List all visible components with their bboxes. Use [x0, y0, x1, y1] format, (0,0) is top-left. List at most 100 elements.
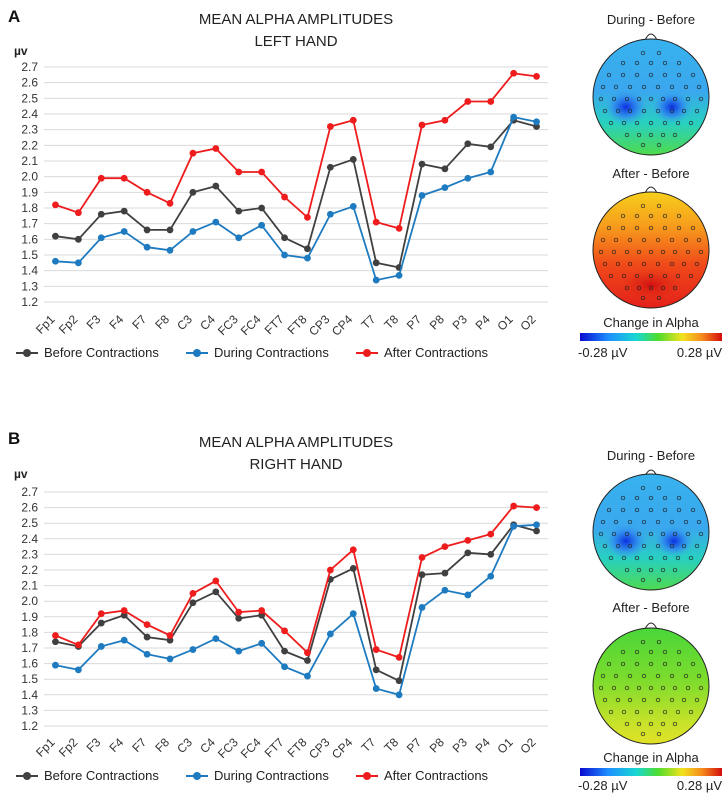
- y-tick-label: 2.6: [21, 501, 38, 515]
- electrode-dot: [620, 495, 626, 501]
- electrode-dot: [627, 543, 633, 549]
- topomaps-panel-b: During - Before After - Before Change in…: [578, 448, 722, 793]
- data-point-during: [212, 635, 220, 643]
- electrode-dot: [641, 519, 647, 525]
- data-point-after: [212, 577, 220, 585]
- electrode-dots: [598, 485, 704, 583]
- electrode-dot: [660, 96, 666, 102]
- electrode-dot: [640, 50, 646, 56]
- data-point-after: [464, 536, 472, 544]
- electrode-dot: [620, 213, 626, 219]
- electrode-dot: [620, 507, 626, 513]
- electrode-dot: [634, 661, 640, 667]
- electrode-dot: [672, 96, 678, 102]
- data-point-before: [441, 569, 449, 577]
- electrode-dots: [598, 50, 704, 148]
- electrode-dot: [600, 84, 606, 90]
- electrode-dot: [615, 261, 621, 267]
- electrode-dot: [634, 213, 640, 219]
- data-point-before: [143, 633, 151, 641]
- y-tick-label: 1.3: [21, 279, 38, 293]
- series-line-during: [55, 116, 537, 282]
- colorbar-max-a: 0.28 µV: [677, 345, 722, 360]
- y-tick-label: 2.1: [21, 579, 38, 593]
- colorbar-max-b: 0.28 µV: [677, 778, 722, 793]
- electrode-dot: [608, 120, 614, 126]
- y-tick-label: 2.3: [21, 123, 38, 137]
- data-point-during: [52, 257, 59, 265]
- data-point-during: [441, 586, 449, 594]
- head-after-a: [592, 186, 710, 309]
- x-tick-label: P7: [404, 735, 425, 756]
- x-tick-label: CP4: [329, 312, 356, 339]
- electrode-dot: [613, 673, 619, 679]
- electrode-dot: [656, 142, 662, 148]
- data-point-before: [189, 188, 197, 196]
- y-tick-label: 1.6: [21, 232, 38, 246]
- series-line-during: [55, 523, 537, 696]
- data-point-after: [349, 546, 357, 554]
- electrode-dot: [690, 72, 696, 78]
- data-point-before: [212, 182, 220, 190]
- data-point-before: [304, 245, 311, 253]
- data-point-during: [74, 259, 82, 267]
- electrode-dot: [611, 249, 617, 255]
- electrode-dot: [624, 285, 630, 291]
- electrode-dot: [694, 108, 700, 114]
- electrode-dot: [640, 485, 646, 491]
- data-point-after: [372, 218, 380, 226]
- data-point-before: [349, 156, 357, 163]
- electrode-dot: [669, 519, 675, 525]
- data-point-during: [487, 168, 495, 176]
- electrode-dot: [655, 697, 661, 703]
- data-point-after: [258, 168, 266, 176]
- electrode-dot: [660, 531, 666, 537]
- electrode-dot: [676, 213, 682, 219]
- electrode-dot: [648, 721, 654, 727]
- data-point-before: [441, 165, 449, 173]
- electrode-dot: [662, 709, 668, 715]
- electrode-dot: [627, 519, 633, 525]
- electrode-dot: [696, 673, 702, 679]
- y-tick-label: 2.7: [21, 60, 38, 74]
- data-point-during: [464, 174, 472, 182]
- data-point-after: [120, 607, 128, 614]
- electrode-dot: [669, 543, 675, 549]
- electrode-dot: [698, 685, 704, 691]
- electrode-dot: [608, 555, 614, 561]
- electrode-dot: [636, 721, 642, 727]
- data-point-after: [166, 199, 174, 207]
- data-point-after: [487, 98, 495, 105]
- electrode-dot: [681, 261, 687, 267]
- data-point-after: [510, 69, 518, 77]
- electrode-dot: [656, 577, 662, 583]
- electrode-dot: [602, 108, 608, 114]
- data-point-before: [52, 638, 59, 646]
- legend-marker-during: [193, 349, 201, 357]
- data-point-during: [418, 192, 426, 199]
- data-point-before: [74, 235, 82, 243]
- chart-title: MEAN ALPHA AMPLITUDES: [199, 11, 393, 28]
- electrode-dot: [676, 495, 682, 501]
- data-point-during: [120, 228, 128, 235]
- x-tick-label: FC4: [238, 312, 264, 338]
- electrode-dot: [627, 697, 633, 703]
- y-tick-label: 1.7: [21, 641, 38, 655]
- x-tick-label: FC4: [238, 735, 264, 761]
- electrode-dot: [662, 555, 668, 561]
- data-point-after: [533, 73, 540, 80]
- data-point-after: [52, 632, 59, 639]
- electrode-dot: [685, 531, 691, 537]
- y-tick-label: 1.9: [21, 185, 38, 199]
- electrode-dot: [620, 649, 626, 655]
- colorbar-min-b: -0.28 µV: [578, 778, 628, 793]
- data-point-before: [235, 614, 243, 622]
- electrode-dot: [656, 639, 662, 645]
- y-tick-label: 1.8: [21, 625, 38, 639]
- data-point-before: [235, 207, 243, 215]
- electrode-dot: [685, 96, 691, 102]
- head-after-b: [592, 622, 710, 745]
- electrode-dot: [634, 225, 640, 231]
- x-tick-label: FC3: [215, 735, 241, 761]
- electrode-dot: [627, 237, 633, 243]
